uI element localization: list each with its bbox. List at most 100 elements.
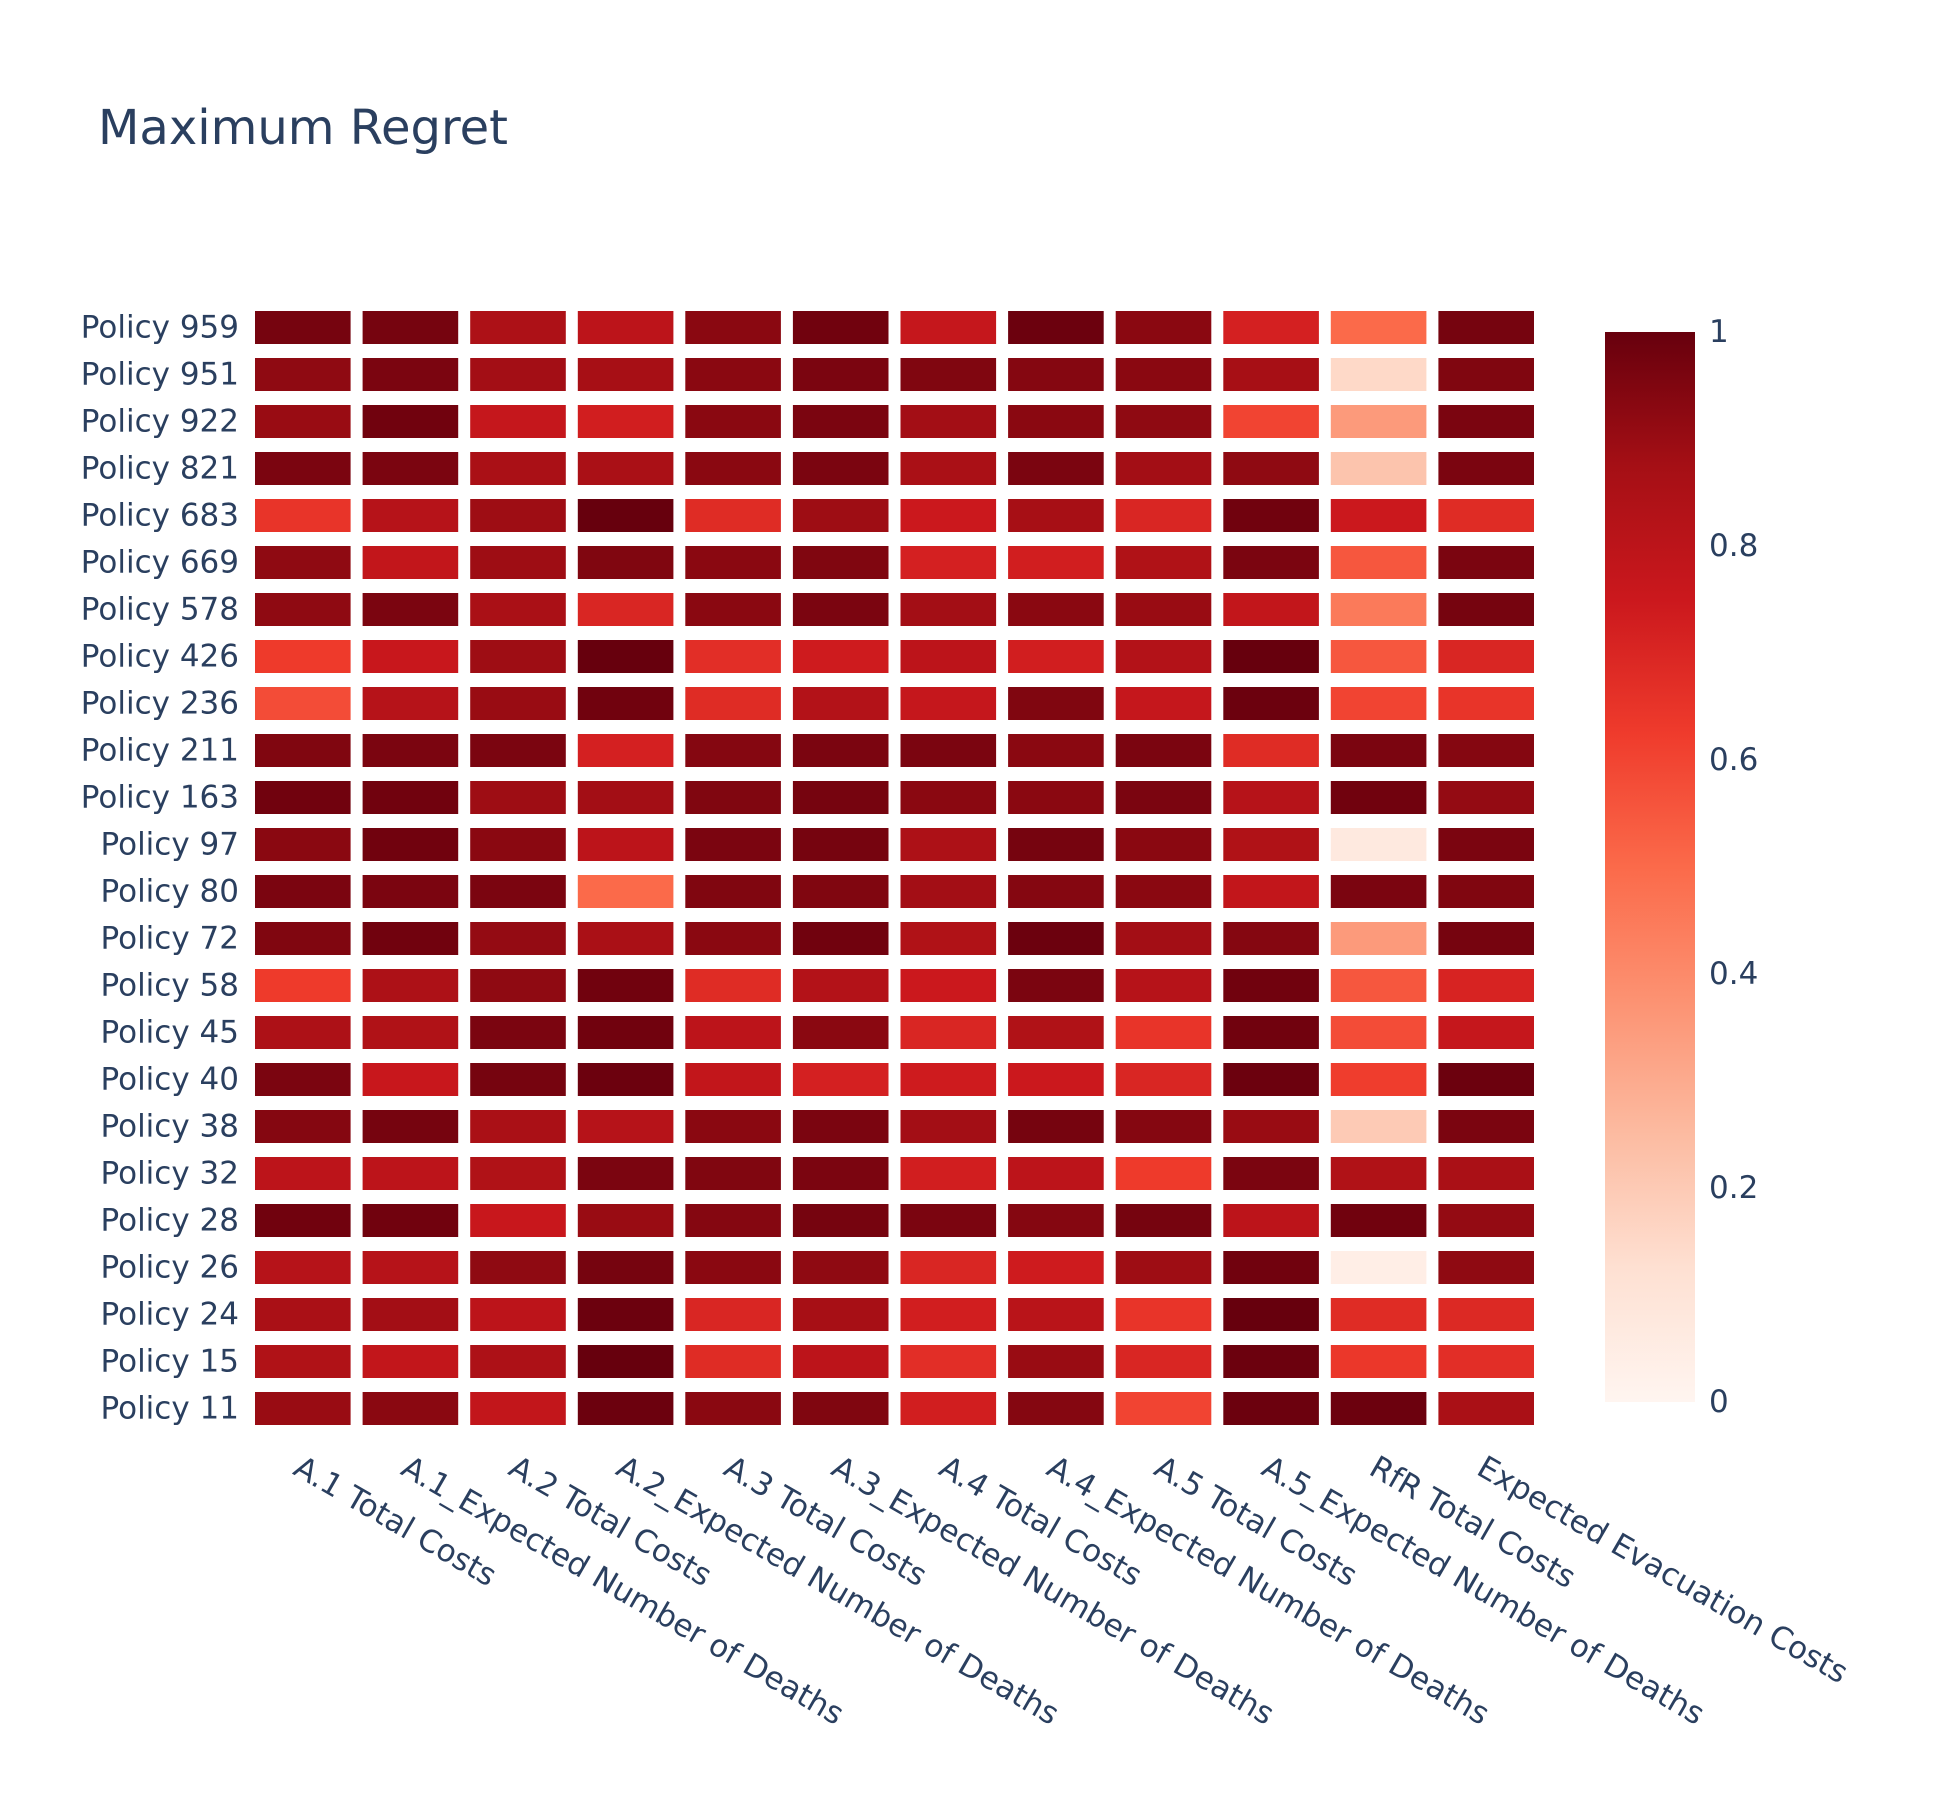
heatmap-cell bbox=[255, 311, 351, 344]
heatmap-cell bbox=[1115, 875, 1212, 908]
heatmap-cell bbox=[1115, 1110, 1212, 1143]
heatmap-cell bbox=[255, 593, 351, 626]
colorbar-tick-label: 1 bbox=[1709, 314, 1729, 350]
y-tick-label: Policy 922 bbox=[81, 404, 239, 440]
heatmap-cell bbox=[470, 499, 566, 532]
heatmap-cell bbox=[1115, 1251, 1212, 1284]
heatmap-cell bbox=[1008, 546, 1104, 579]
heatmap-cell bbox=[1438, 828, 1534, 861]
heatmap-cell bbox=[685, 311, 781, 344]
heatmap-cell bbox=[255, 499, 351, 532]
heatmap-cell bbox=[1115, 452, 1212, 485]
heatmap-cell bbox=[900, 405, 997, 438]
y-tick-label: Policy 959 bbox=[81, 310, 239, 346]
heatmap-cell bbox=[1438, 546, 1534, 579]
heatmap-cell bbox=[255, 922, 351, 955]
heatmap-cell bbox=[1330, 405, 1427, 438]
heatmap-cell bbox=[900, 1157, 997, 1190]
heatmap-cell bbox=[1330, 734, 1427, 767]
heatmap-cell bbox=[1115, 969, 1212, 1002]
heatmap-cell bbox=[792, 499, 889, 532]
heatmap-cell bbox=[470, 1016, 566, 1049]
heatmap-cell bbox=[685, 499, 781, 532]
heatmap-cell bbox=[900, 1392, 997, 1425]
heatmap-cell bbox=[1330, 1392, 1427, 1425]
heatmap-cell bbox=[1438, 1063, 1534, 1096]
heatmap-cell bbox=[1115, 1345, 1212, 1378]
heatmap-cell bbox=[255, 1110, 351, 1143]
heatmap-cell bbox=[577, 1204, 674, 1237]
y-tick-label: Policy 426 bbox=[81, 639, 239, 675]
heatmap-cell bbox=[470, 1204, 566, 1237]
y-tick-label: Policy 97 bbox=[101, 827, 239, 863]
heatmap-cell bbox=[900, 969, 997, 1002]
heatmap-cell bbox=[685, 922, 781, 955]
heatmap-cell bbox=[1223, 1251, 1319, 1284]
heatmap-cell bbox=[577, 1251, 674, 1284]
heatmap-cell bbox=[1438, 687, 1534, 720]
heatmap-cell bbox=[255, 1157, 351, 1190]
heatmap-cell bbox=[1115, 687, 1212, 720]
heatmap-cell bbox=[1115, 1063, 1212, 1096]
heatmap-cell bbox=[792, 1016, 889, 1049]
heatmap-cell bbox=[1438, 452, 1534, 485]
heatmap-cell bbox=[1008, 452, 1104, 485]
heatmap-cell bbox=[1330, 593, 1427, 626]
heatmap-cell bbox=[1438, 499, 1534, 532]
heatmap-cell bbox=[900, 1204, 997, 1237]
heatmap-cell bbox=[1008, 828, 1104, 861]
heatmap-cell bbox=[255, 546, 351, 579]
heatmap-cell bbox=[362, 452, 459, 485]
colorbar-tick-label: 0.8 bbox=[1709, 528, 1758, 564]
heatmap-cell bbox=[1438, 640, 1534, 673]
heatmap-cell bbox=[685, 781, 781, 814]
heatmap-cell bbox=[1330, 546, 1427, 579]
heatmap-cell bbox=[1330, 781, 1427, 814]
heatmap-cell bbox=[900, 1298, 997, 1331]
heatmap-cell bbox=[1330, 358, 1427, 391]
heatmap-cell bbox=[1223, 969, 1319, 1002]
heatmap-cell bbox=[577, 1298, 674, 1331]
heatmap-cell bbox=[1008, 593, 1104, 626]
heatmap-cell bbox=[1330, 311, 1427, 344]
heatmap-cell bbox=[1115, 499, 1212, 532]
heatmap-cell bbox=[470, 969, 566, 1002]
heatmap-cell bbox=[577, 1392, 674, 1425]
heatmap-cell bbox=[900, 922, 997, 955]
heatmap-cell bbox=[1223, 1298, 1319, 1331]
heatmap-cell bbox=[577, 875, 674, 908]
heatmap-cell bbox=[470, 1157, 566, 1190]
heatmap-cell bbox=[470, 593, 566, 626]
heatmap-cell bbox=[1438, 358, 1534, 391]
heatmap-cell bbox=[1438, 1110, 1534, 1143]
heatmap-cell bbox=[577, 687, 674, 720]
heatmap-cell bbox=[470, 734, 566, 767]
heatmap-cell bbox=[255, 687, 351, 720]
heatmap-cell bbox=[1008, 1016, 1104, 1049]
heatmap-cell bbox=[900, 640, 997, 673]
heatmap-cell bbox=[1008, 1251, 1104, 1284]
heatmap-cell bbox=[577, 969, 674, 1002]
heatmap-cell bbox=[1330, 452, 1427, 485]
heatmap-cell bbox=[255, 452, 351, 485]
heatmap-cell bbox=[792, 593, 889, 626]
heatmap-cell bbox=[900, 828, 997, 861]
heatmap-cell bbox=[255, 1392, 351, 1425]
x-tick-label: A.5_Expected Number of Deaths bbox=[1256, 1449, 1711, 1732]
heatmap-cell bbox=[1330, 922, 1427, 955]
heatmap-cell bbox=[685, 969, 781, 1002]
heatmap-cell bbox=[1115, 922, 1212, 955]
heatmap-cell bbox=[1008, 1392, 1104, 1425]
heatmap-cell bbox=[470, 1298, 566, 1331]
y-tick-label: Policy 683 bbox=[81, 498, 239, 534]
heatmap-cell bbox=[362, 499, 459, 532]
y-axis-labels: Policy 959 Policy 951 Policy 922 Policy 821… bbox=[81, 310, 239, 1427]
heatmap-cell bbox=[255, 1063, 351, 1096]
heatmap-cell bbox=[1438, 969, 1534, 1002]
colorbar: 0 0.2 0.4 0.6 0.8 1 bbox=[1605, 314, 1758, 1420]
heatmap-cell bbox=[685, 1251, 781, 1284]
heatmap-cell bbox=[685, 875, 781, 908]
heatmap-cell bbox=[900, 781, 997, 814]
